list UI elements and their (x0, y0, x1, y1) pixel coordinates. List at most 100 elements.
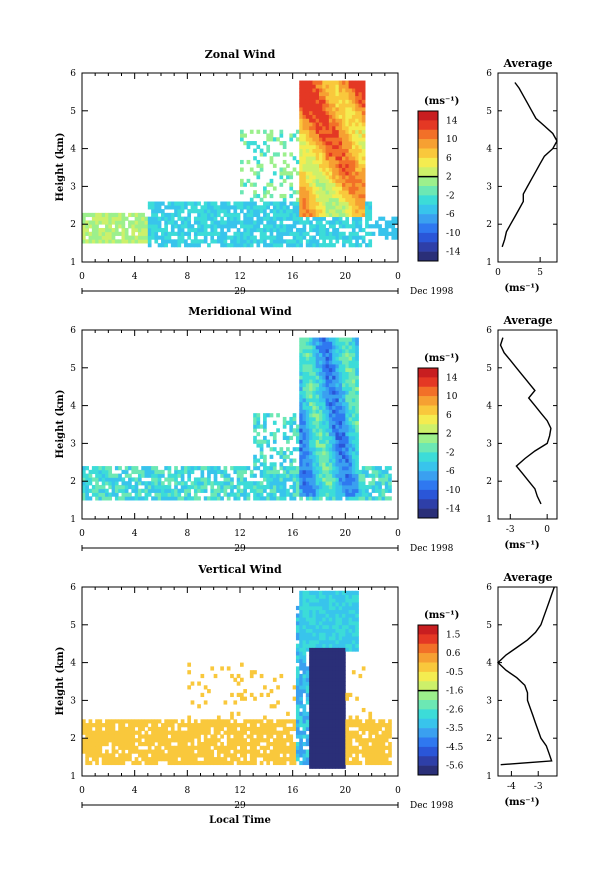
heatmap-cell (355, 439, 359, 444)
average-y-tick-label: 4 (486, 145, 492, 155)
heatmap-cell (322, 447, 326, 452)
heatmap-cell (338, 212, 343, 218)
heatmap-cell (381, 745, 386, 750)
heatmap-cell (322, 734, 326, 739)
heatmap-cell (124, 496, 129, 501)
heatmap-cell (342, 673, 346, 679)
heatmap-cell (187, 723, 192, 728)
heatmap-cell (210, 760, 215, 766)
heatmap-cell (302, 144, 307, 149)
heatmap-cell (154, 496, 159, 501)
heatmap-cell (299, 193, 303, 199)
heatmap-cell (322, 337, 326, 342)
heatmap-cell (374, 473, 379, 478)
heatmap-cell (266, 481, 271, 486)
heatmap-cell (384, 235, 389, 240)
heatmap-cell (325, 617, 330, 622)
heatmap-cell (328, 617, 333, 622)
heatmap-cell (351, 178, 356, 184)
heatmap-cell (240, 239, 244, 244)
heatmap-cell (305, 243, 310, 248)
colorbar-swatch (418, 386, 438, 397)
colorbar-swatch (418, 433, 438, 444)
heatmap-cell (193, 201, 198, 206)
heatmap-cell (263, 141, 267, 146)
heatmap-cell (105, 738, 109, 743)
heatmap-cell (246, 466, 251, 471)
average-y-tick-label: 2 (486, 220, 492, 230)
heatmap-cell (124, 488, 129, 493)
heatmap-cell (322, 462, 326, 467)
heatmap-cell (263, 227, 267, 233)
heatmap-cell (213, 227, 218, 233)
average-y-tick-label: 4 (486, 659, 492, 669)
heatmap-cell (305, 723, 310, 728)
heatmap-cell (309, 462, 313, 467)
heatmap-cell (253, 435, 257, 441)
heatmap-cell (302, 651, 307, 656)
heatmap-cell (332, 454, 336, 459)
heatmap-cell (305, 692, 310, 698)
heatmap-cell (167, 473, 172, 478)
heatmap-cell (355, 178, 359, 184)
heatmap-cell (315, 726, 320, 732)
heatmap-cell (328, 643, 333, 648)
heatmap-cell (184, 492, 188, 497)
heatmap-cell (246, 212, 251, 218)
heatmap-cell (328, 685, 333, 690)
heatmap-cell (151, 719, 155, 724)
heatmap-cell (325, 715, 330, 720)
heatmap-cell (312, 190, 317, 195)
heatmap-cell (332, 639, 336, 645)
heatmap-cell (378, 753, 382, 758)
heatmap-cell (368, 711, 373, 716)
heatmap-cell (328, 141, 333, 146)
heatmap-cell (269, 224, 274, 229)
heatmap-cell (289, 243, 294, 248)
heatmap-cell (289, 224, 294, 229)
heatmap-cell (348, 602, 353, 607)
heatmap-cell (289, 171, 294, 176)
heatmap-cell (338, 337, 343, 342)
heatmap-cell (299, 405, 303, 410)
heatmap-cell (342, 390, 346, 395)
heatmap-cell (338, 367, 343, 372)
heatmap-cell (332, 643, 336, 648)
heatmap-cell (345, 197, 350, 202)
heatmap-cell (223, 760, 228, 766)
heatmap-cell (309, 186, 313, 191)
heatmap-cell (322, 205, 326, 210)
heatmap-cell (322, 764, 326, 769)
y-tick-label: 4 (70, 402, 76, 412)
heatmap-cell (187, 220, 192, 225)
heatmap-cell (220, 239, 224, 244)
heatmap-cell (305, 182, 310, 187)
heatmap-cell (200, 741, 205, 747)
heatmap-cell (256, 216, 261, 221)
heatmap-cell (128, 745, 132, 750)
heatmap-cell (197, 209, 201, 214)
heatmap-cell (309, 110, 313, 115)
heatmap-cell (147, 469, 152, 475)
heatmap-cell (302, 605, 307, 611)
heatmap-cell (259, 760, 264, 766)
heatmap-cell (312, 753, 317, 758)
heatmap-cell (315, 605, 320, 611)
heatmap-cell (128, 738, 132, 743)
heatmap-cell (299, 159, 303, 165)
heatmap-cell (240, 209, 244, 214)
heatmap-cell (161, 469, 165, 475)
heatmap-cell (338, 209, 343, 214)
heatmap-cell (332, 424, 336, 429)
heatmap-cell (207, 231, 211, 236)
heatmap-cell (365, 473, 369, 478)
heatmap-cell (121, 235, 126, 240)
heatmap-cell (319, 677, 323, 682)
heatmap-cell (328, 723, 333, 728)
heatmap-cell (207, 481, 211, 486)
heatmap-cell (98, 749, 103, 754)
heatmap-cell (190, 484, 195, 490)
heatmap-cell (381, 492, 386, 497)
heatmap-cell (309, 632, 313, 637)
heatmap-cell (322, 114, 326, 119)
